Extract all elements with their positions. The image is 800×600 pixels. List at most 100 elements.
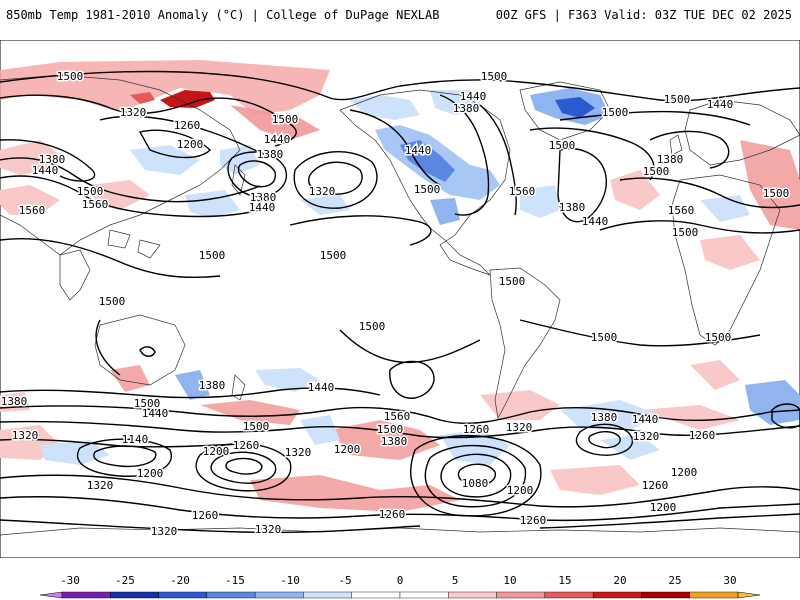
contour-label: 1320 [87,479,114,492]
uk-coast [669,134,683,156]
colorbar-swatch [351,591,401,599]
header-bar: 850mb Temp 1981-2010 Anomaly (°C) | Coll… [0,0,800,30]
colorbar-swatch [303,591,352,599]
cold-anomaly-area [175,370,210,400]
contour-label: 1440 [460,90,487,103]
contour-line [0,405,800,425]
warm-anomaly-area [690,360,740,390]
contour-label: 1320 [255,523,282,536]
colorbar-swatch [496,591,546,599]
contour-label: 1320 [506,421,533,434]
contour-label: 1500 [672,226,699,239]
colorbar-swatch [158,591,208,599]
contour-line [93,445,157,468]
contour-label: 1440 [32,164,59,177]
contour-label: 1500 [134,397,161,410]
contour-line [139,346,156,357]
colorbar-swatch [61,591,111,599]
contour-label: 1380 [559,201,586,214]
warm-anomaly-area [0,140,60,175]
colorbar-tick-label: -10 [280,574,300,587]
map-title: 850mb Temp 1981-2010 Anomaly (°C) | Coll… [6,8,440,22]
contour-label: 1500 [414,183,441,196]
contour-line [0,496,800,522]
colorbar-swatches [39,591,761,599]
contour-line [289,215,432,246]
colorbar-swatch [254,591,304,599]
colorbar-swatch [689,591,739,599]
contour-label: 1500 [591,331,618,344]
africa-coast [671,174,781,346]
colorbar-swatch [206,591,256,599]
contour-line [439,94,490,216]
colorbar-tick-label: 15 [558,574,571,587]
colorbar-tick-label: -20 [170,574,190,587]
contour-label: 1200 [334,443,361,456]
contour-label: 1200 [203,445,230,458]
contour-line [237,160,276,188]
contour-label: 1500 [481,70,508,83]
contour-label: 1440 [142,407,169,420]
contour-line [0,157,261,203]
greenland-coast [519,81,611,141]
contour-label: 1500 [99,295,126,308]
colorbar-swatch [110,591,159,599]
colorbar-tick-label: 25 [668,574,681,587]
cold-anomaly-area [520,185,560,218]
contour-label: 1260 [174,119,201,132]
warm-anomaly-area [330,420,440,460]
cold-anomaly-area [300,415,340,445]
contour-label: 1380 [657,153,684,166]
colorbar-tick-label: 20 [613,574,626,587]
warm-anomaly-area [640,405,740,430]
contour-label: 1320 [151,525,178,538]
contour-label: 1560 [384,410,411,423]
contour-line [0,420,800,439]
contour-line [557,148,607,223]
colorbar-tick-label: 0 [397,574,404,587]
contour-line [619,177,800,209]
contour-label: 1440 [632,413,659,426]
contour-line [99,115,269,157]
new-zealand-coast [231,374,246,401]
asia-coast [0,74,241,256]
contour-line [771,403,800,429]
contour-line [440,453,512,498]
contour-label: 1380 [381,435,408,448]
warm-anomaly-area [550,465,640,495]
contour-label: 1380 [250,191,277,204]
contour-label: 1260 [192,509,219,522]
cold-anomaly-area [300,195,350,215]
colorbar-swatch [544,591,594,599]
contour-label: 1200 [650,501,677,514]
colorbar-max-arrow [737,591,761,599]
contour-label: 1260 [689,429,716,442]
antarctica-coast [0,527,800,536]
contour-label: 1500 [705,331,732,344]
contour-label: 1380 [1,395,28,408]
contour-label: 1320 [285,446,312,459]
model-run-label: 00Z GFS | F363 Valid: 03Z TUE DEC 02 202… [495,8,792,22]
contour-label: 1200 [507,484,534,497]
contour-line [588,431,621,449]
contour-line [0,94,297,147]
warm-anomaly-area [110,365,150,392]
warm-anomaly-area [0,185,60,215]
contour-label: 1320 [120,106,147,119]
contour-label: 1260 [379,508,406,521]
contour-label: 1200 [177,138,204,151]
contour-labels: 1500132012601200150014401380138014401320… [0,69,791,540]
contour-label: 1560 [668,204,695,217]
strong-warm-anomaly-2 [130,92,155,104]
contour-label: 1260 [233,439,260,452]
contour-label: 1140 [122,433,149,446]
colorbar-swatch [592,591,642,599]
contour-label: 1380 [199,379,226,392]
contour-label: 1440 [707,98,734,111]
contour-label: 1500 [377,423,404,436]
contour-line [389,360,435,399]
strong-cold-anomaly [555,97,595,118]
contour-label: 1440 [405,144,432,157]
contour-line [424,444,527,508]
contour-line [479,104,517,216]
